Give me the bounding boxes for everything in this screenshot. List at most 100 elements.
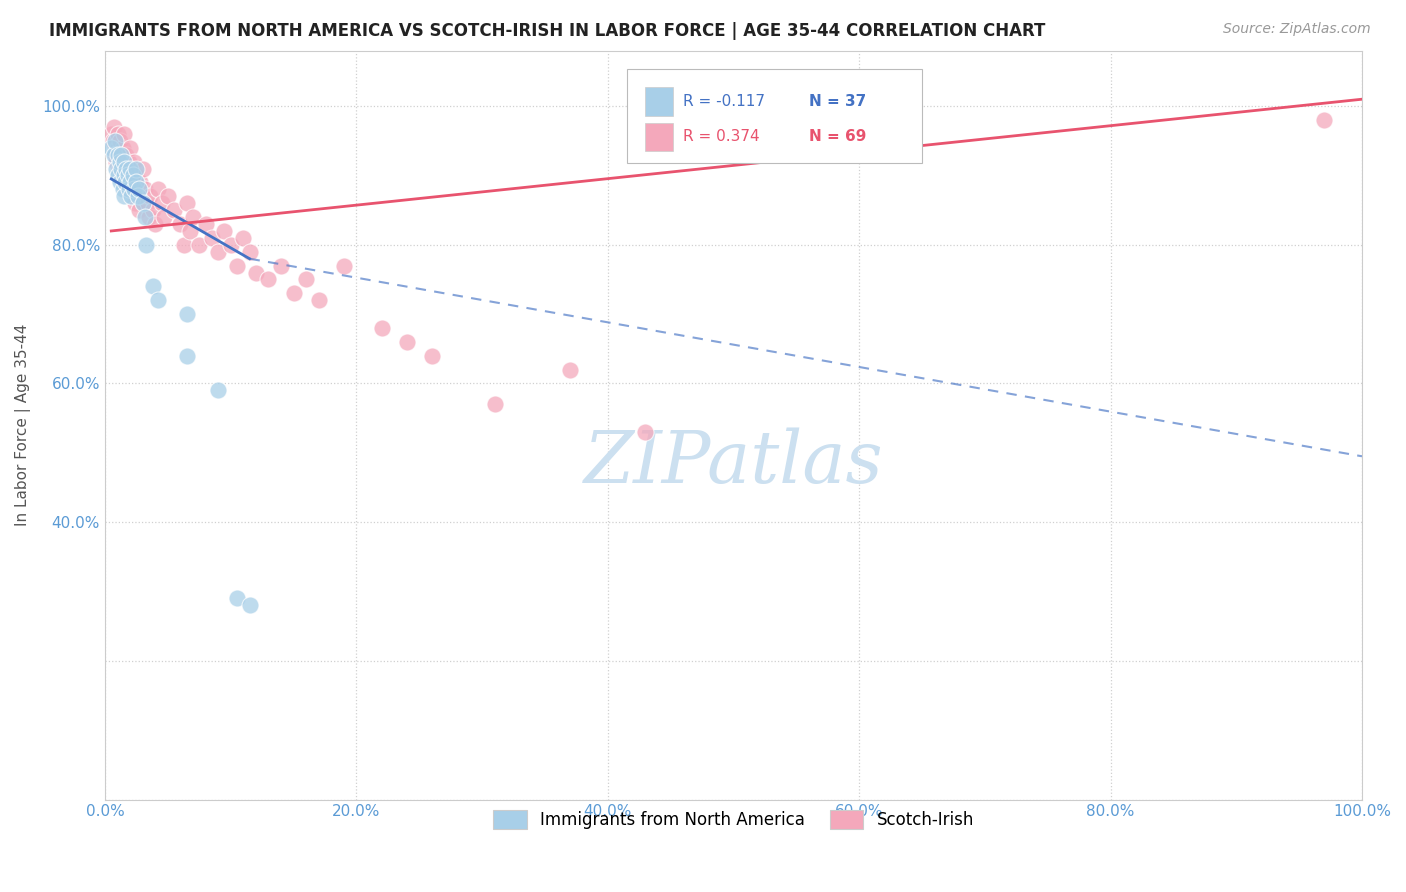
Point: [120, 161, 142, 176]
Point: [226, 591, 249, 606]
Point: [370, 321, 392, 335]
Point: [117, 169, 139, 183]
Point: [128, 203, 150, 218]
Point: [136, 196, 159, 211]
Point: [395, 334, 418, 349]
Point: [103, 147, 125, 161]
Point: [112, 154, 135, 169]
Point: [484, 397, 506, 411]
Point: [163, 203, 186, 218]
Point: [127, 182, 149, 196]
Point: [179, 224, 201, 238]
Point: [207, 384, 229, 398]
Point: [188, 237, 211, 252]
Point: [142, 279, 165, 293]
Point: [103, 120, 125, 134]
Point: [114, 176, 136, 190]
Point: [108, 176, 131, 190]
Point: [100, 127, 122, 141]
Point: [108, 134, 131, 148]
Point: [176, 307, 198, 321]
Point: [245, 266, 267, 280]
Point: [107, 147, 129, 161]
Point: [176, 349, 198, 363]
Text: R = -0.117: R = -0.117: [683, 94, 765, 109]
Point: [107, 127, 129, 141]
Y-axis label: In Labor Force | Age 35-44: In Labor Force | Age 35-44: [15, 324, 31, 526]
Legend: Immigrants from North America, Scotch-Irish: Immigrants from North America, Scotch-Ir…: [486, 804, 980, 836]
FancyBboxPatch shape: [627, 70, 922, 163]
Point: [121, 182, 143, 196]
Point: [125, 176, 148, 190]
Point: [111, 182, 134, 196]
Point: [125, 161, 148, 176]
Point: [194, 217, 217, 231]
Point: [238, 599, 260, 613]
Point: [117, 161, 139, 176]
Point: [112, 154, 135, 169]
Point: [139, 189, 162, 203]
Point: [181, 210, 204, 224]
Point: [135, 237, 157, 252]
Point: [1313, 113, 1336, 128]
Point: [110, 161, 132, 176]
Point: [117, 182, 139, 196]
Point: [120, 169, 142, 183]
Point: [201, 231, 224, 245]
Point: [138, 210, 160, 224]
Point: [173, 237, 195, 252]
Point: [308, 293, 330, 308]
Point: [333, 259, 356, 273]
Point: [420, 349, 443, 363]
Point: [146, 293, 169, 308]
Point: [112, 189, 135, 203]
Point: [257, 272, 280, 286]
Point: [100, 141, 122, 155]
Point: [128, 182, 150, 196]
Point: [114, 176, 136, 190]
Point: [169, 217, 191, 231]
Point: [176, 196, 198, 211]
Point: [121, 169, 143, 183]
Point: [270, 259, 292, 273]
Text: N = 69: N = 69: [808, 129, 866, 145]
Point: [115, 147, 138, 161]
Point: [101, 134, 124, 148]
Point: [226, 259, 249, 273]
Point: [112, 169, 135, 183]
Point: [131, 196, 153, 211]
Point: [112, 127, 135, 141]
Text: IMMIGRANTS FROM NORTH AMERICA VS SCOTCH-IRISH IN LABOR FORCE | AGE 35-44 CORRELA: IMMIGRANTS FROM NORTH AMERICA VS SCOTCH-…: [49, 22, 1046, 40]
Point: [124, 196, 146, 211]
Point: [115, 161, 138, 176]
Point: [207, 244, 229, 259]
Point: [108, 154, 131, 169]
Point: [134, 182, 156, 196]
Point: [120, 189, 142, 203]
Point: [107, 169, 129, 183]
Point: [122, 182, 145, 196]
Point: [142, 203, 165, 218]
Point: [558, 362, 581, 376]
Point: [131, 161, 153, 176]
Point: [111, 141, 134, 155]
Point: [122, 154, 145, 169]
Point: [143, 217, 166, 231]
Point: [153, 210, 176, 224]
Point: [214, 224, 236, 238]
Point: [232, 231, 254, 245]
Point: [110, 147, 132, 161]
Point: [110, 169, 132, 183]
Text: N = 37: N = 37: [808, 94, 866, 109]
Point: [295, 272, 318, 286]
Point: [110, 147, 132, 161]
Point: [219, 237, 242, 252]
Point: [118, 182, 141, 196]
Point: [120, 176, 142, 190]
Point: [146, 182, 169, 196]
Point: [156, 189, 179, 203]
Point: [107, 161, 129, 176]
Point: [107, 141, 129, 155]
Text: R = 0.374: R = 0.374: [683, 129, 759, 145]
Point: [118, 154, 141, 169]
